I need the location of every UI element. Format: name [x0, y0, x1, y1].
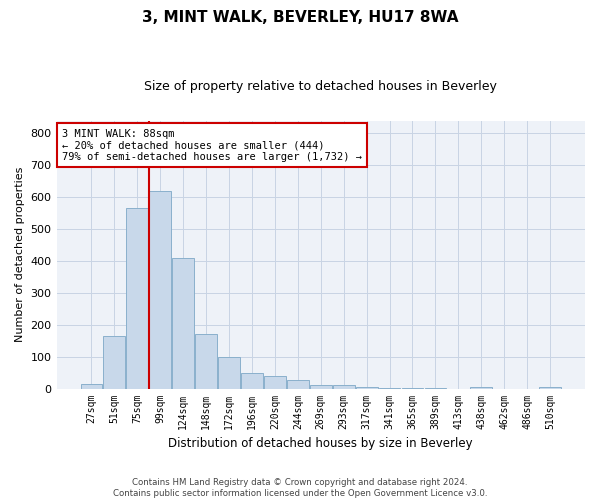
- Text: 3, MINT WALK, BEVERLEY, HU17 8WA: 3, MINT WALK, BEVERLEY, HU17 8WA: [142, 10, 458, 25]
- Bar: [80, 384, 103, 388]
- Title: Size of property relative to detached houses in Beverley: Size of property relative to detached ho…: [145, 80, 497, 93]
- Bar: [264, 376, 286, 388]
- Bar: [172, 258, 194, 388]
- Bar: [195, 334, 217, 388]
- Bar: [333, 386, 355, 388]
- Bar: [149, 190, 171, 388]
- Bar: [103, 336, 125, 388]
- Bar: [310, 384, 332, 388]
- Bar: [287, 380, 309, 388]
- Y-axis label: Number of detached properties: Number of detached properties: [15, 167, 25, 342]
- Bar: [218, 356, 240, 388]
- Bar: [539, 387, 561, 388]
- Text: 3 MINT WALK: 88sqm
← 20% of detached houses are smaller (444)
79% of semi-detach: 3 MINT WALK: 88sqm ← 20% of detached hou…: [62, 128, 362, 162]
- Text: Contains HM Land Registry data © Crown copyright and database right 2024.
Contai: Contains HM Land Registry data © Crown c…: [113, 478, 487, 498]
- Bar: [127, 208, 148, 388]
- Bar: [356, 386, 377, 388]
- X-axis label: Distribution of detached houses by size in Beverley: Distribution of detached houses by size …: [169, 437, 473, 450]
- Bar: [470, 387, 492, 388]
- Bar: [241, 372, 263, 388]
